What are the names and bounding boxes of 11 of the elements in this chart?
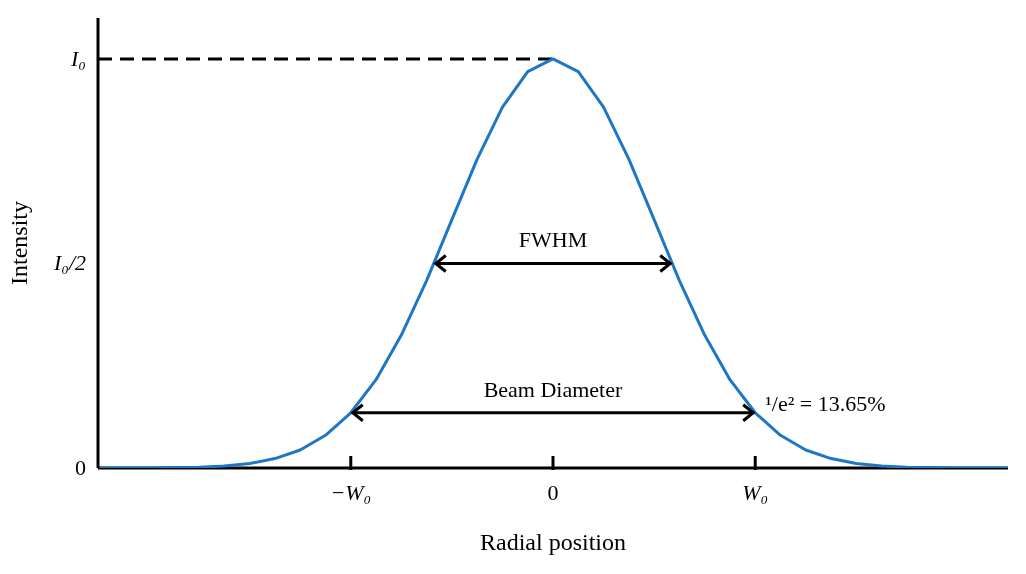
y-axis-title: Intensity xyxy=(5,201,32,285)
x-axis-title: Radial position xyxy=(480,529,626,555)
annotation: ¹/e² = 13.65% xyxy=(765,390,886,416)
annotation: Beam Diameter xyxy=(483,376,623,402)
x-tick-label: −W₀ xyxy=(330,480,372,505)
x-tick-label: 0 xyxy=(547,480,559,505)
annotation: FWHM xyxy=(518,227,588,253)
text: I₀/2 xyxy=(52,250,86,276)
text: 0 xyxy=(75,455,86,480)
x-tick-label: W₀ xyxy=(742,480,769,505)
ref-line-label: I₀ xyxy=(70,45,86,71)
